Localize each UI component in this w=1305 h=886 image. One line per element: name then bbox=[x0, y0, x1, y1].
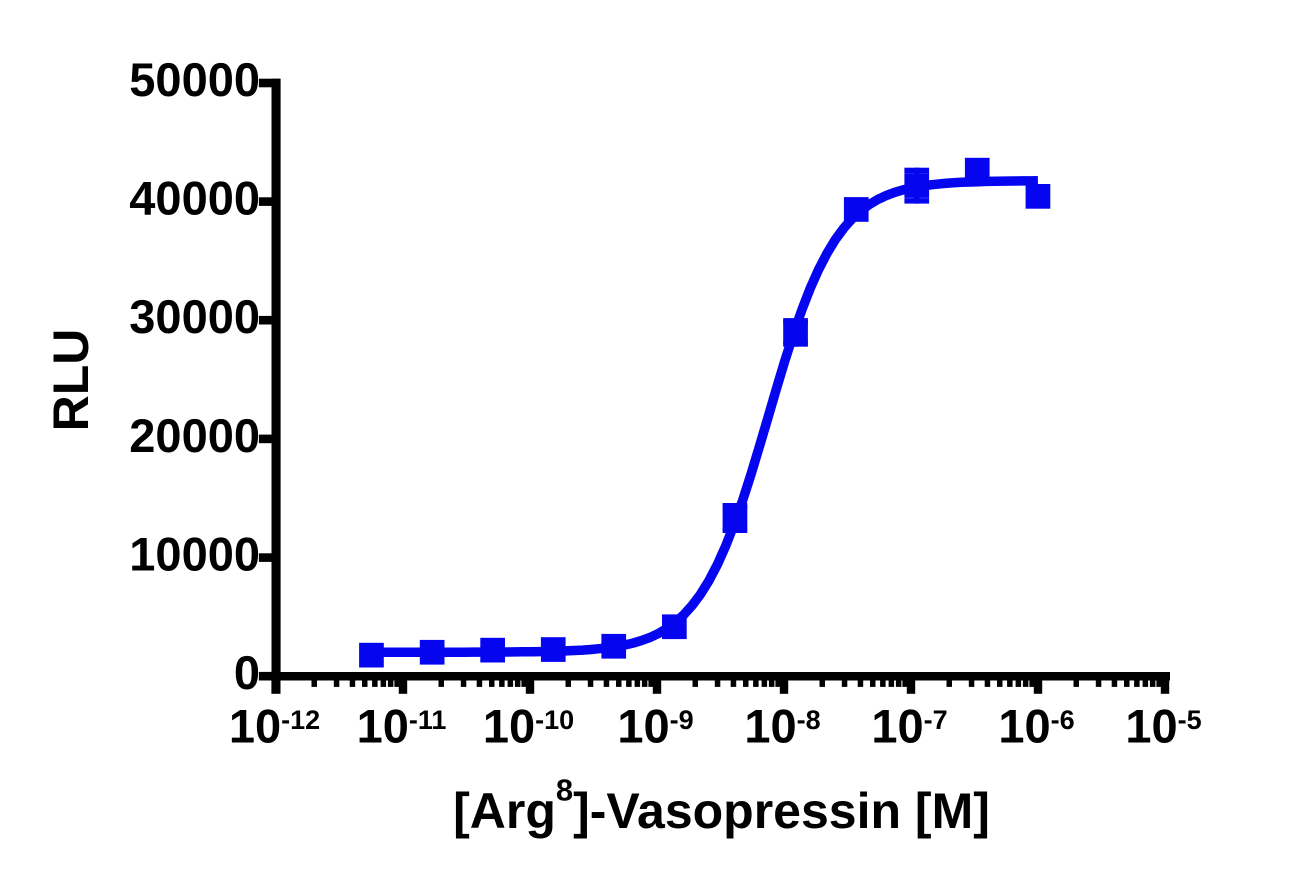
svg-text:[Arg8]-Vasopressin [M]: [Arg8]-Vasopressin [M] bbox=[453, 773, 990, 840]
svg-text:20000: 20000 bbox=[129, 409, 260, 462]
svg-text:10000: 10000 bbox=[129, 528, 260, 581]
svg-text:10-7: 10-7 bbox=[871, 700, 947, 753]
svg-text:50000: 50000 bbox=[129, 53, 260, 106]
svg-text:0: 0 bbox=[234, 646, 260, 699]
svg-text:40000: 40000 bbox=[129, 172, 260, 225]
svg-text:30000: 30000 bbox=[129, 290, 260, 343]
svg-text:10-11: 10-11 bbox=[357, 700, 447, 753]
svg-text:RLU: RLU bbox=[43, 329, 99, 432]
